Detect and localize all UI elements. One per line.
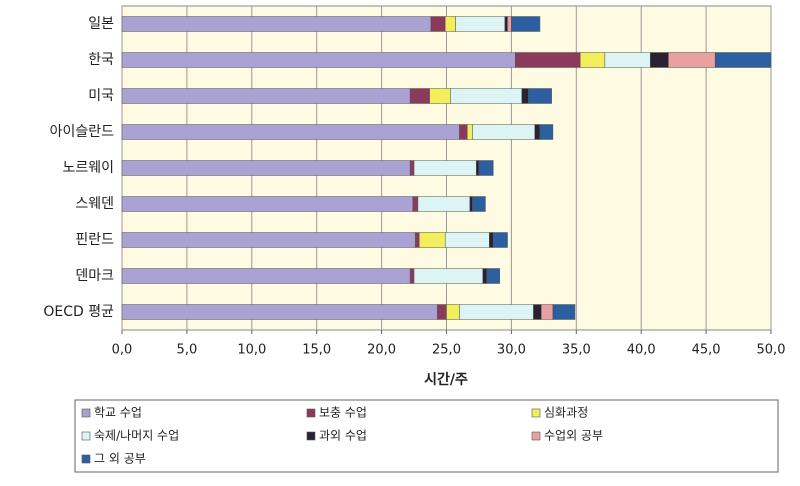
bar-segment (418, 232, 446, 248)
bar-segment (528, 88, 552, 104)
bar-segment (539, 124, 554, 140)
y-tick-label: 덴마크 (75, 268, 114, 284)
y-tick-label: 핀란드 (75, 232, 114, 248)
x-tick-label: 35,0 (562, 343, 591, 358)
legend-label: 과외 수업 (319, 429, 367, 443)
bar-segment (121, 88, 411, 104)
bar-segment (478, 160, 494, 176)
legend-swatch (306, 408, 316, 418)
bar-segment (450, 88, 523, 104)
bar-segment (121, 232, 416, 248)
x-tick-label: 0,0 (112, 343, 133, 358)
x-tick-label: 30,0 (497, 343, 526, 358)
legend-label: 수업외 공부 (544, 429, 603, 443)
bar-segment (121, 52, 516, 68)
bar-segment (121, 268, 411, 284)
y-tick-label: 한국 (88, 52, 114, 68)
bar-segment (459, 304, 534, 320)
bar-segment (515, 52, 581, 68)
bar-segment (121, 160, 411, 176)
bar-segment (504, 16, 508, 32)
bar-segment (650, 52, 669, 68)
bar-segment (446, 304, 460, 320)
bar-segment (714, 52, 772, 68)
bar-segment (415, 232, 420, 248)
bar-segment (541, 304, 554, 320)
bar-segment (511, 16, 541, 32)
x-tick-label: 50,0 (757, 343, 786, 358)
x-tick-label: 5,0 (177, 343, 198, 358)
bar-segment (455, 16, 506, 32)
bar-segment (533, 304, 542, 320)
bar-segment (444, 232, 490, 248)
bar-segment (412, 196, 419, 212)
bar-segment (121, 304, 438, 320)
bar-segment (472, 124, 536, 140)
x-tick-label: 15,0 (302, 343, 331, 358)
legend-label: 보충 수업 (319, 406, 367, 420)
x-tick-label: 40,0 (627, 343, 656, 358)
bar-segment (521, 88, 529, 104)
x-tick-label: 20,0 (367, 343, 396, 358)
bar-segment (467, 124, 473, 140)
legend-swatch (81, 431, 91, 441)
bar-segment (413, 160, 477, 176)
bar-segment (668, 52, 716, 68)
bar-segment (604, 52, 651, 68)
bar-segment (507, 16, 512, 32)
legend-swatch (81, 454, 91, 464)
bar-segment (413, 268, 484, 284)
bar-segment (121, 124, 460, 140)
legend-label: 숙제/나머지 수업 (94, 429, 179, 443)
y-tick-label: 미국 (88, 88, 114, 104)
bar-segment (121, 196, 414, 212)
bar-segment (482, 268, 487, 284)
y-tick-label: 스웨덴 (75, 196, 114, 212)
legend-swatch (531, 408, 541, 418)
bar-segment (472, 196, 486, 212)
y-tick-label: 일본 (88, 16, 114, 32)
bar-segment (437, 304, 447, 320)
bar-segment (409, 88, 430, 104)
bar-segment (489, 232, 494, 248)
x-tick-label: 25,0 (432, 343, 461, 358)
bar-segment (417, 196, 471, 212)
legend-swatch (531, 431, 541, 441)
bar-segment (444, 16, 456, 32)
x-tick-label: 10,0 (237, 343, 266, 358)
bar-segment (409, 160, 415, 176)
legend-swatch (81, 408, 91, 418)
bar-segment (469, 196, 473, 212)
bar-segment (552, 304, 576, 320)
bar-segment (429, 88, 451, 104)
x-axis-title: 시간/주 (424, 371, 468, 388)
bar-segment (430, 16, 446, 32)
legend-label: 그 외 공부 (94, 452, 146, 466)
bar-segment (121, 16, 432, 32)
bar-segment (486, 268, 500, 284)
legend-box (74, 399, 779, 473)
y-tick-label: OECD 평균 (43, 304, 114, 320)
legend-label: 학교 수업 (94, 406, 142, 420)
y-tick-label: 아이슬란드 (50, 124, 115, 140)
bar-segment (409, 268, 415, 284)
legend-swatch (306, 431, 316, 441)
bar-segment (534, 124, 541, 140)
y-tick-label: 노르웨이 (62, 160, 114, 176)
bar-segment (459, 124, 468, 140)
x-tick-label: 45,0 (692, 343, 721, 358)
bar-segment (476, 160, 480, 176)
bar-segment (579, 52, 606, 68)
legend-label: 심화과정 (544, 406, 588, 420)
bar-segment (492, 232, 508, 248)
